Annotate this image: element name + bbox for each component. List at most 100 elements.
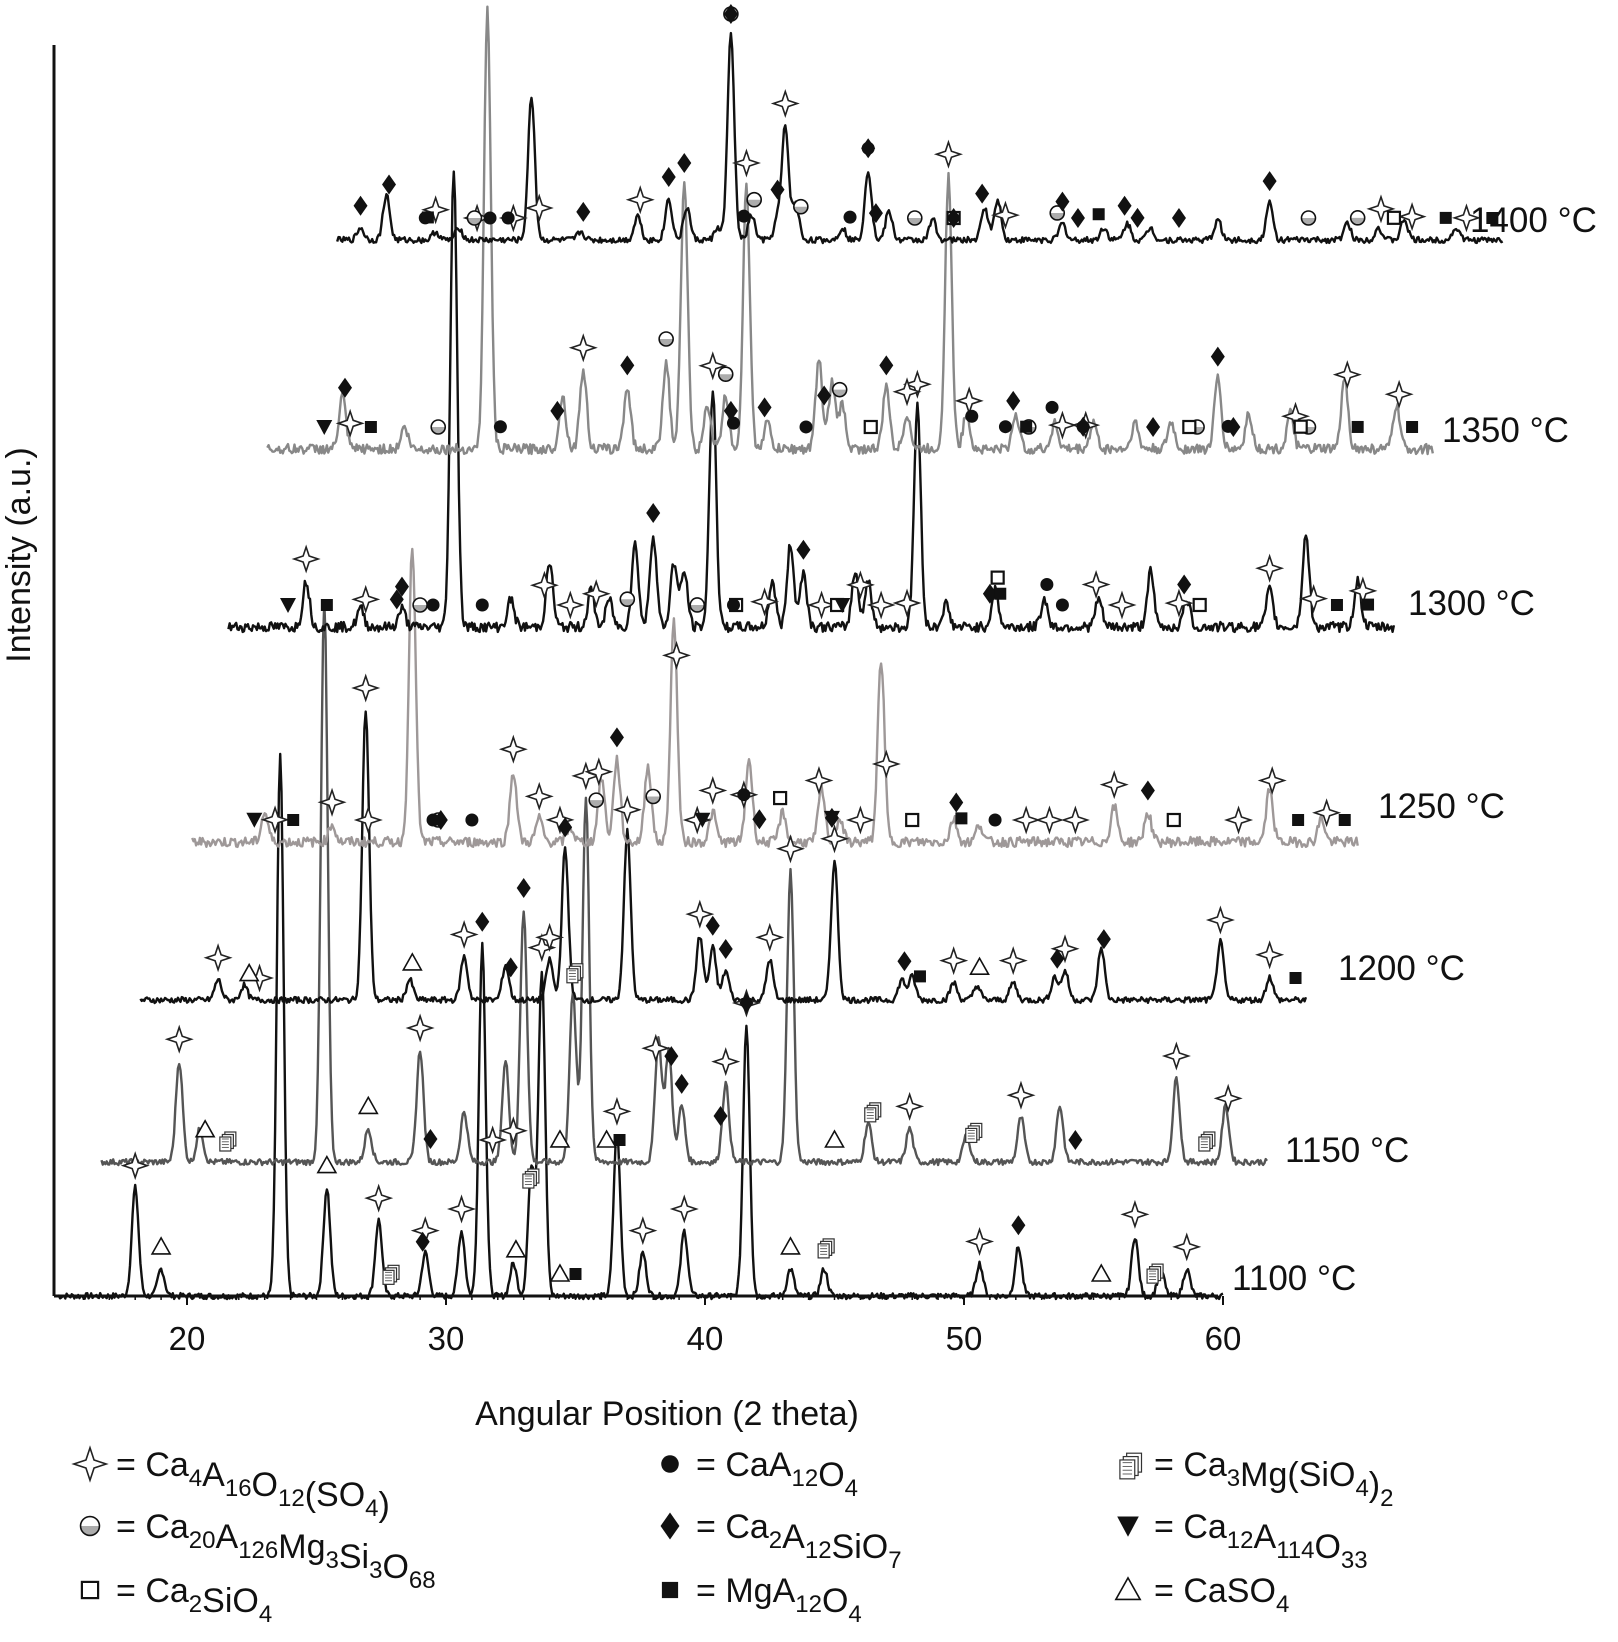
curve-1200c bbox=[139, 710, 1308, 1005]
peak-marker-filled-diamond bbox=[723, 4, 738, 24]
peak-marker-filled-diamond bbox=[879, 355, 894, 376]
peak-marker-filled-diamond bbox=[576, 201, 591, 222]
peak-marker-four-point-star bbox=[524, 781, 554, 811]
peak-marker-four-point-star bbox=[1255, 940, 1285, 970]
legend-symbol-open-triangle bbox=[1114, 1576, 1142, 1601]
curve-label: 1100 °C bbox=[1232, 1259, 1356, 1298]
legend-entry: = CaA12O4 bbox=[661, 1446, 858, 1502]
peak-marker-four-point-star bbox=[845, 805, 875, 835]
peak-marker-four-point-star bbox=[529, 570, 559, 600]
peak-marker-four-point-star bbox=[498, 734, 528, 764]
peak-marker-open-triangle bbox=[238, 962, 260, 982]
peak-marker-stacked-pages bbox=[864, 1102, 882, 1123]
curve-label: 1400 °C bbox=[1470, 201, 1597, 240]
peak-marker-stacked-pages bbox=[817, 1238, 835, 1259]
curve-1350c bbox=[266, 5, 1434, 456]
peak-marker-four-point-star bbox=[1312, 798, 1342, 828]
peak-marker-filled-square bbox=[364, 421, 377, 433]
peak-marker-four-point-star bbox=[804, 765, 834, 796]
peak-marker-filled-circle bbox=[426, 598, 440, 612]
peak-marker-filled-square bbox=[1439, 211, 1452, 224]
peak-marker-four-point-star bbox=[1161, 1041, 1191, 1071]
peak-marker-filled-diamond bbox=[739, 993, 754, 1013]
peak-marker-half-filled-circle bbox=[746, 191, 763, 208]
peak-marker-four-point-star bbox=[871, 749, 901, 779]
peak-marker-half-filled-circle bbox=[717, 366, 734, 382]
peak-marker-four-point-star bbox=[447, 1194, 477, 1224]
peak-marker-filled-diamond bbox=[723, 400, 738, 421]
curve-label: 1200 °C bbox=[1338, 949, 1465, 988]
legend-symbol-half-filled-circle bbox=[79, 1515, 101, 1537]
peak-marker-open-square bbox=[773, 790, 788, 806]
peak-marker-four-point-star bbox=[750, 587, 780, 617]
peak-marker-filled-circle bbox=[501, 211, 515, 225]
peak-marker-half-filled-circle bbox=[1349, 210, 1366, 226]
peak-marker-open-square bbox=[1192, 597, 1207, 613]
peak-marker-four-point-star bbox=[731, 148, 761, 178]
peak-marker-four-point-star bbox=[568, 333, 598, 363]
diffraction-curves bbox=[57, 5, 1504, 1301]
peak-marker-four-point-star bbox=[1213, 1083, 1243, 1113]
peak-marker-filled-diamond bbox=[718, 938, 733, 959]
peak-marker-four-point-star bbox=[581, 579, 611, 609]
peak-marker-four-point-star bbox=[895, 1091, 925, 1121]
peak-marker-four-point-star bbox=[698, 351, 728, 381]
legend-symbol-filled-diamond bbox=[660, 1512, 680, 1540]
peak-marker-filled-diamond bbox=[946, 208, 961, 228]
peak-marker-stacked-pages bbox=[1198, 1131, 1216, 1152]
peak-marker-four-point-star bbox=[965, 1226, 995, 1257]
peak-marker-filled-diamond bbox=[868, 203, 883, 224]
peak-marker-four-point-star bbox=[641, 1033, 671, 1063]
peak-marker-four-point-star bbox=[1120, 1199, 1150, 1229]
curve-labels: 1100 °C 1150 °C 1200 °C 1250 °C 1300 °C 1350 … bbox=[1232, 201, 1597, 1298]
peak-marker-filled-circle bbox=[799, 420, 813, 434]
peak-marker-four-point-star bbox=[892, 377, 922, 407]
peak-marker-four-point-star bbox=[478, 1125, 508, 1155]
x-axis-title: Angular Position (2 theta) bbox=[475, 1395, 859, 1433]
peak-marker-four-point-star bbox=[351, 673, 381, 703]
peak-marker-four-point-star bbox=[1451, 203, 1481, 233]
peak-marker-four-point-star bbox=[351, 584, 381, 614]
peak-marker-filled-down-triangle bbox=[823, 810, 840, 826]
peak-marker-filled-square bbox=[955, 812, 968, 825]
peak-marker-filled-circle bbox=[965, 409, 979, 423]
peak-marker-filled-diamond bbox=[433, 810, 448, 830]
peak-marker-four-point-star bbox=[120, 1151, 150, 1181]
peak-marker-filled-square bbox=[1330, 599, 1343, 611]
peak-marker-stacked-pages bbox=[219, 1131, 237, 1152]
peak-marker-filled-diamond bbox=[503, 957, 518, 978]
peak-marker-four-point-star bbox=[1332, 360, 1362, 390]
peak-marker-filled-diamond bbox=[1096, 929, 1111, 950]
peak-marker-stacked-pages bbox=[965, 1122, 983, 1144]
peak-marker-filled-square bbox=[1406, 420, 1419, 433]
peak-marker-stacked-pages bbox=[522, 1168, 540, 1189]
peak-marker-filled-diamond bbox=[389, 589, 404, 610]
peak-marker-filled-diamond bbox=[677, 152, 692, 173]
peak-marker-filled-diamond bbox=[1117, 195, 1132, 216]
peak-marker-filled-square bbox=[1092, 208, 1105, 221]
peak-marker-open-triangle bbox=[969, 956, 990, 976]
legend-symbol-open-square bbox=[80, 1580, 100, 1600]
peak-marker-four-point-star bbox=[939, 946, 969, 976]
peak-marker-filled-diamond bbox=[897, 951, 912, 972]
peak-marker-four-point-star bbox=[1050, 934, 1080, 964]
peak-marker-filled-diamond bbox=[1140, 780, 1155, 801]
peak-marker-four-point-star bbox=[1205, 905, 1235, 935]
peak-marker-four-point-star bbox=[353, 805, 383, 835]
peak-marker-filled-diamond bbox=[1177, 574, 1192, 595]
peak-marker-filled-square bbox=[421, 211, 434, 224]
peak-marker-filled-diamond bbox=[394, 576, 409, 597]
legend-label: = Ca20A126Mg3Si3O68 bbox=[116, 1508, 436, 1594]
peak-marker-four-point-star bbox=[1224, 805, 1254, 835]
peak-marker-filled-diamond bbox=[550, 400, 565, 421]
peak-marker-open-square bbox=[1386, 210, 1402, 225]
legend-entry: = MgA12O4 bbox=[661, 1572, 862, 1628]
peak-marker-half-filled-circle bbox=[793, 198, 809, 215]
peak-marker-four-point-star bbox=[628, 1216, 658, 1246]
peak-marker-four-point-star bbox=[291, 544, 321, 574]
peak-marker-four-point-star bbox=[535, 922, 565, 952]
peak-marker-four-point-star bbox=[555, 590, 585, 620]
peak-marker-filled-circle bbox=[483, 211, 497, 225]
curve-1150c bbox=[100, 600, 1268, 1167]
curve-label: 1350 °C bbox=[1442, 411, 1569, 450]
